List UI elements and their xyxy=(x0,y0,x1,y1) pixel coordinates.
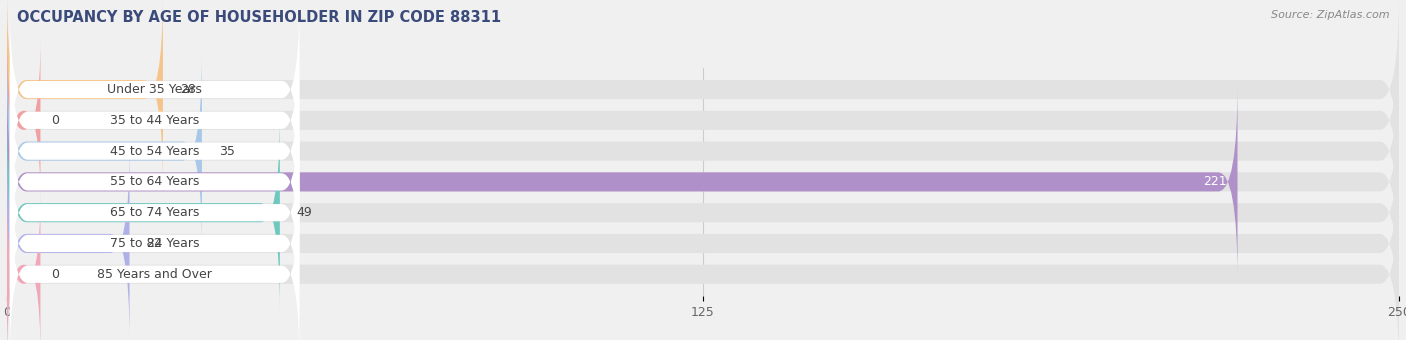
Text: 55 to 64 Years: 55 to 64 Years xyxy=(110,175,200,188)
FancyBboxPatch shape xyxy=(7,37,41,203)
FancyBboxPatch shape xyxy=(10,123,299,303)
FancyBboxPatch shape xyxy=(10,0,299,180)
FancyBboxPatch shape xyxy=(7,115,1399,311)
Text: 85 Years and Over: 85 Years and Over xyxy=(97,268,212,281)
Text: 75 to 84 Years: 75 to 84 Years xyxy=(110,237,200,250)
FancyBboxPatch shape xyxy=(7,191,41,340)
FancyBboxPatch shape xyxy=(10,31,299,210)
Text: 49: 49 xyxy=(297,206,312,219)
Text: 221: 221 xyxy=(1202,175,1226,188)
Text: Source: ZipAtlas.com: Source: ZipAtlas.com xyxy=(1271,10,1389,20)
FancyBboxPatch shape xyxy=(7,145,1399,340)
FancyBboxPatch shape xyxy=(10,92,299,272)
Text: 35 to 44 Years: 35 to 44 Years xyxy=(110,114,200,127)
FancyBboxPatch shape xyxy=(7,115,280,311)
FancyBboxPatch shape xyxy=(7,0,163,188)
FancyBboxPatch shape xyxy=(7,176,1399,340)
Text: 0: 0 xyxy=(52,114,59,127)
FancyBboxPatch shape xyxy=(10,61,299,241)
Text: 22: 22 xyxy=(146,237,162,250)
FancyBboxPatch shape xyxy=(7,0,1399,188)
FancyBboxPatch shape xyxy=(7,84,1399,280)
Text: 65 to 74 Years: 65 to 74 Years xyxy=(110,206,200,219)
FancyBboxPatch shape xyxy=(7,22,1399,219)
FancyBboxPatch shape xyxy=(10,154,299,333)
FancyBboxPatch shape xyxy=(7,84,1237,280)
Text: 0: 0 xyxy=(52,268,59,281)
Text: 45 to 54 Years: 45 to 54 Years xyxy=(110,144,200,158)
Text: Under 35 Years: Under 35 Years xyxy=(107,83,202,96)
FancyBboxPatch shape xyxy=(7,53,1399,249)
Text: 28: 28 xyxy=(180,83,195,96)
FancyBboxPatch shape xyxy=(10,184,299,340)
Text: 35: 35 xyxy=(218,144,235,158)
FancyBboxPatch shape xyxy=(7,145,129,340)
Text: OCCUPANCY BY AGE OF HOUSEHOLDER IN ZIP CODE 88311: OCCUPANCY BY AGE OF HOUSEHOLDER IN ZIP C… xyxy=(17,10,501,25)
FancyBboxPatch shape xyxy=(7,53,202,249)
